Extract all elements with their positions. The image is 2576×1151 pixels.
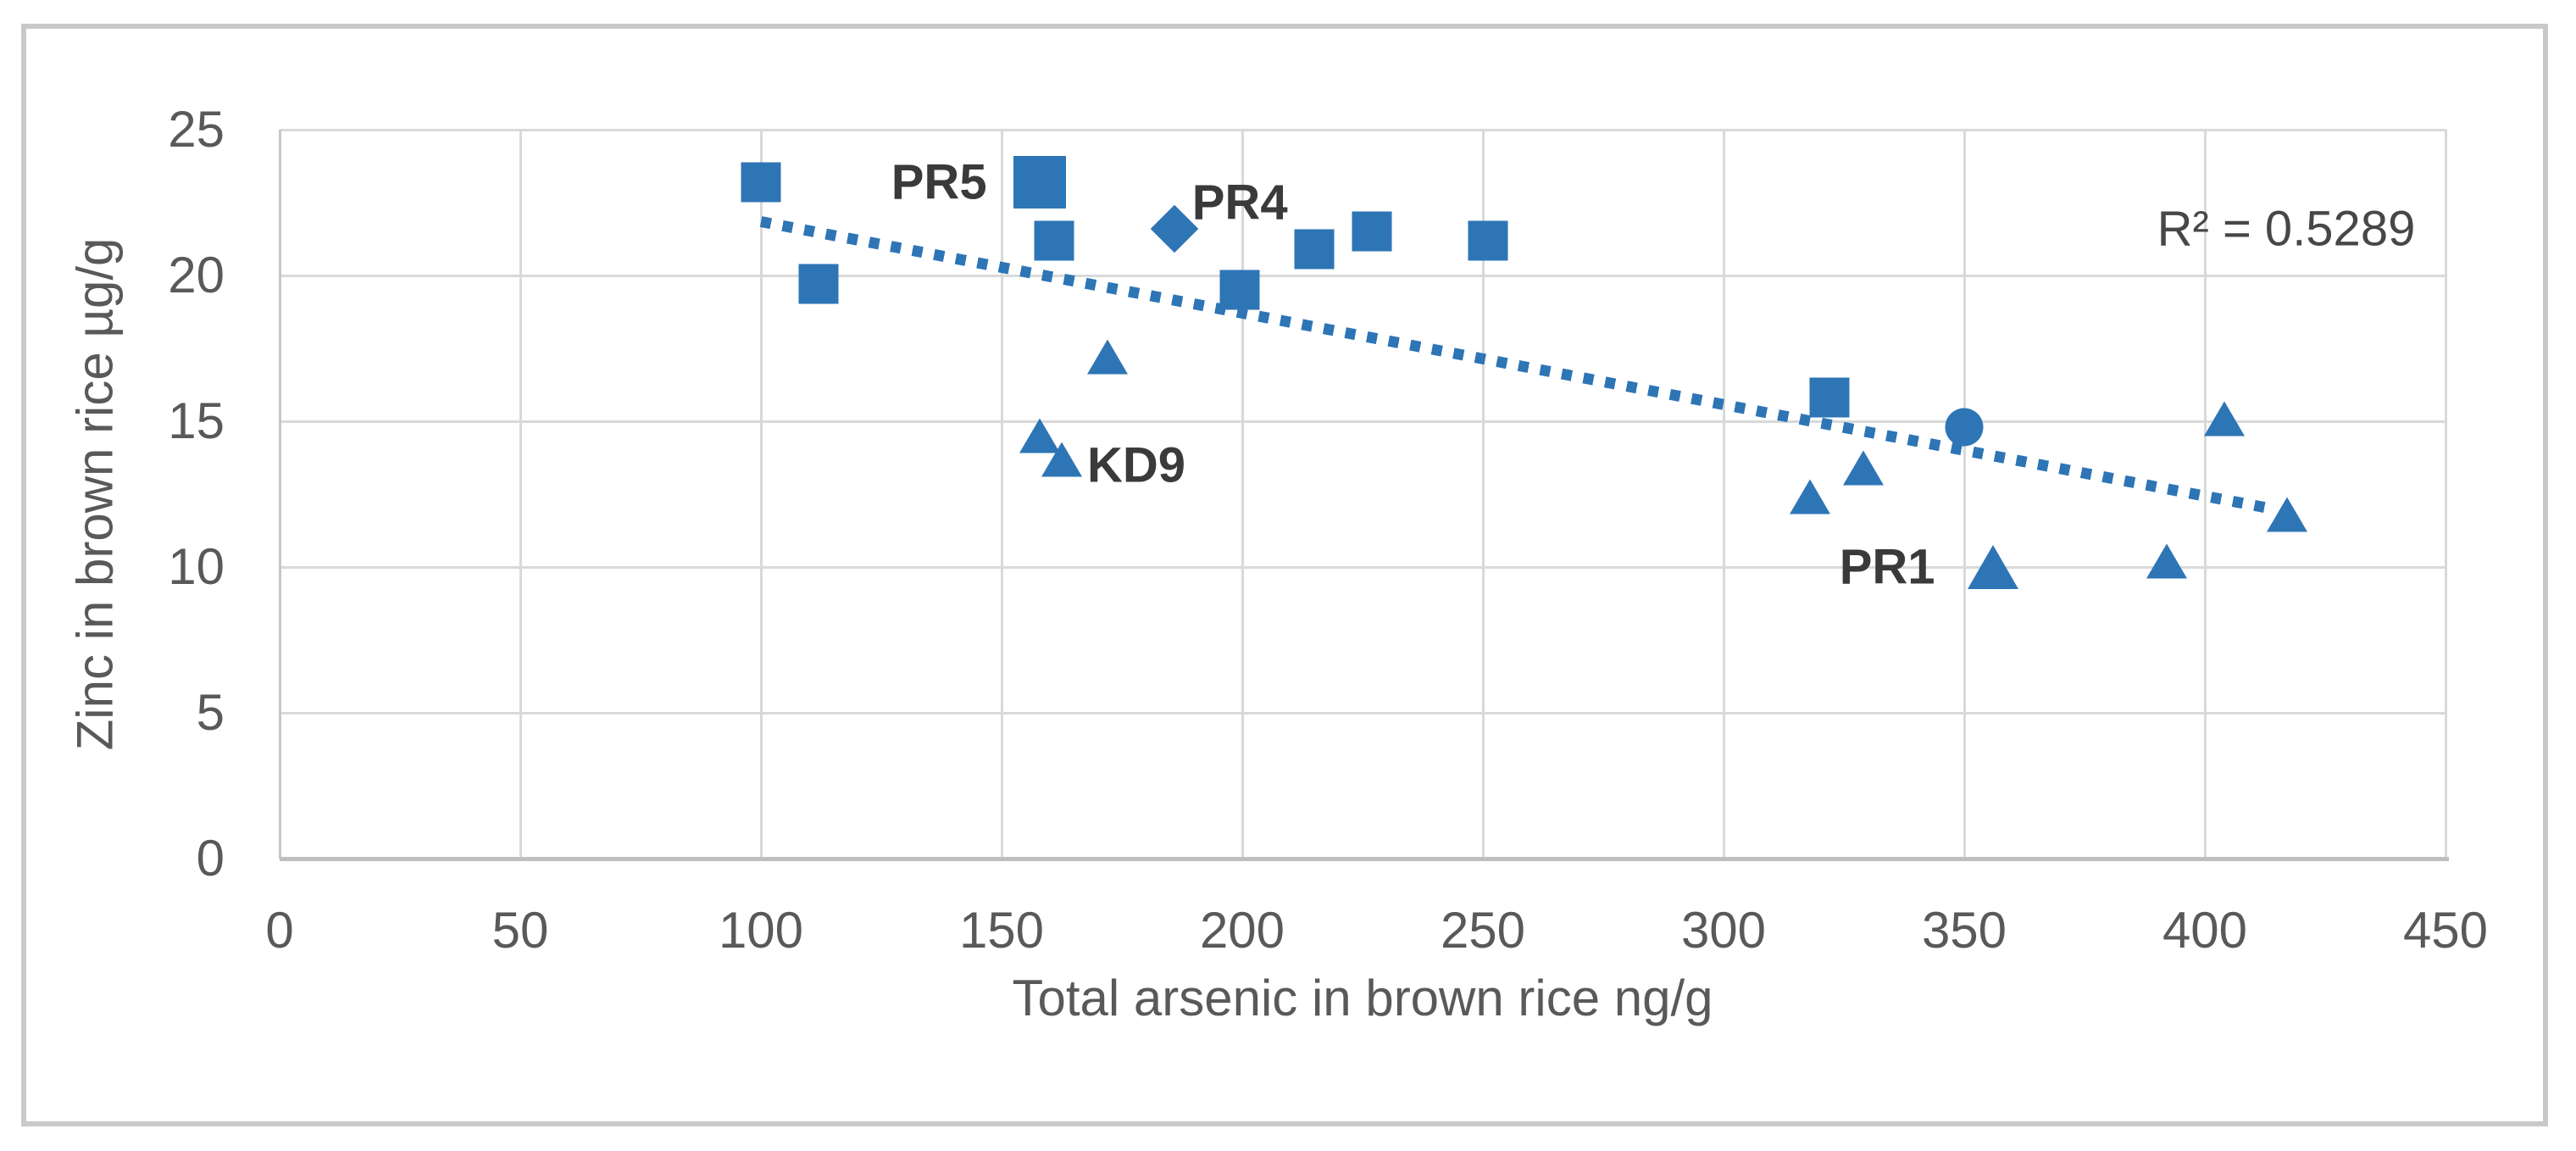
gridline-y-20 bbox=[280, 274, 2446, 277]
data-point-triangle bbox=[1842, 450, 1884, 486]
point-label-PR5: PR5 bbox=[891, 154, 987, 210]
x-tick-label-450: 450 bbox=[2402, 902, 2489, 959]
x-tick-label-350: 350 bbox=[1921, 902, 2007, 959]
x-tick-label-400: 400 bbox=[2162, 902, 2248, 959]
x-tick-label-300: 300 bbox=[1680, 902, 1767, 959]
gridline-x-200 bbox=[1241, 130, 1244, 859]
gridline-y-15 bbox=[280, 420, 2446, 423]
data-point-triangle bbox=[2146, 543, 2187, 579]
x-tick-label-250: 250 bbox=[1440, 902, 1526, 959]
x-tick-label-100: 100 bbox=[718, 902, 804, 959]
x-axis-title: Total arsenic in brown rice ng/g bbox=[1012, 970, 1713, 1026]
data-point-square bbox=[1013, 155, 1067, 209]
data-point-square bbox=[1468, 220, 1508, 261]
x-tick-label-200: 200 bbox=[1199, 902, 1285, 959]
gridline-x-50 bbox=[519, 130, 522, 859]
gridline-x-150 bbox=[1000, 130, 1003, 859]
y-axis-title: Zinc in brown rice µg/g bbox=[66, 237, 124, 751]
y-tick-label-15: 15 bbox=[168, 392, 225, 449]
x-tick-label-0: 0 bbox=[265, 902, 294, 959]
x-axis-line bbox=[280, 857, 2449, 861]
gridline-y-5 bbox=[280, 711, 2446, 715]
data-point-square bbox=[1034, 220, 1074, 261]
data-point-square bbox=[1352, 211, 1392, 252]
point-label-PR4: PR4 bbox=[1191, 175, 1288, 231]
data-point-triangle bbox=[2203, 401, 2245, 436]
gridline-x-450 bbox=[2444, 130, 2447, 859]
gridline-x-300 bbox=[1722, 130, 1725, 859]
data-point-triangle bbox=[1086, 339, 1128, 375]
point-label-PR1: PR1 bbox=[1839, 539, 1935, 595]
gridline-x-100 bbox=[759, 130, 763, 859]
data-point-triangle bbox=[2266, 497, 2307, 532]
data-point-square bbox=[1809, 377, 1850, 418]
gridline-x-350 bbox=[1963, 130, 1966, 859]
y-tick-label-25: 25 bbox=[168, 101, 225, 158]
data-point-square bbox=[1294, 229, 1335, 270]
y-tick-label-5: 5 bbox=[196, 684, 225, 741]
y-tick-label-10: 10 bbox=[168, 538, 225, 595]
data-point-square bbox=[798, 264, 839, 304]
data-point-triangle bbox=[1968, 545, 2019, 589]
gridline-y-25 bbox=[280, 128, 2446, 131]
data-point-square bbox=[1219, 270, 1260, 310]
y-tick-label-20: 20 bbox=[168, 247, 225, 303]
gridline-y-10 bbox=[280, 565, 2446, 569]
gridline-x-250 bbox=[1481, 130, 1485, 859]
x-tick-label-150: 150 bbox=[958, 902, 1045, 959]
r-squared-annotation: R² = 0.5289 bbox=[2157, 201, 2416, 257]
y-axis-line bbox=[278, 130, 281, 859]
x-tick-label-50: 50 bbox=[491, 902, 549, 959]
data-point-triangle bbox=[1041, 442, 1082, 477]
data-point-triangle bbox=[1790, 479, 1831, 514]
data-point-circle bbox=[1945, 408, 1984, 447]
point-label-KD9: KD9 bbox=[1087, 437, 1186, 493]
y-tick-label-0: 0 bbox=[196, 830, 225, 887]
data-point-square bbox=[741, 162, 781, 203]
figure-border bbox=[21, 24, 2548, 1126]
